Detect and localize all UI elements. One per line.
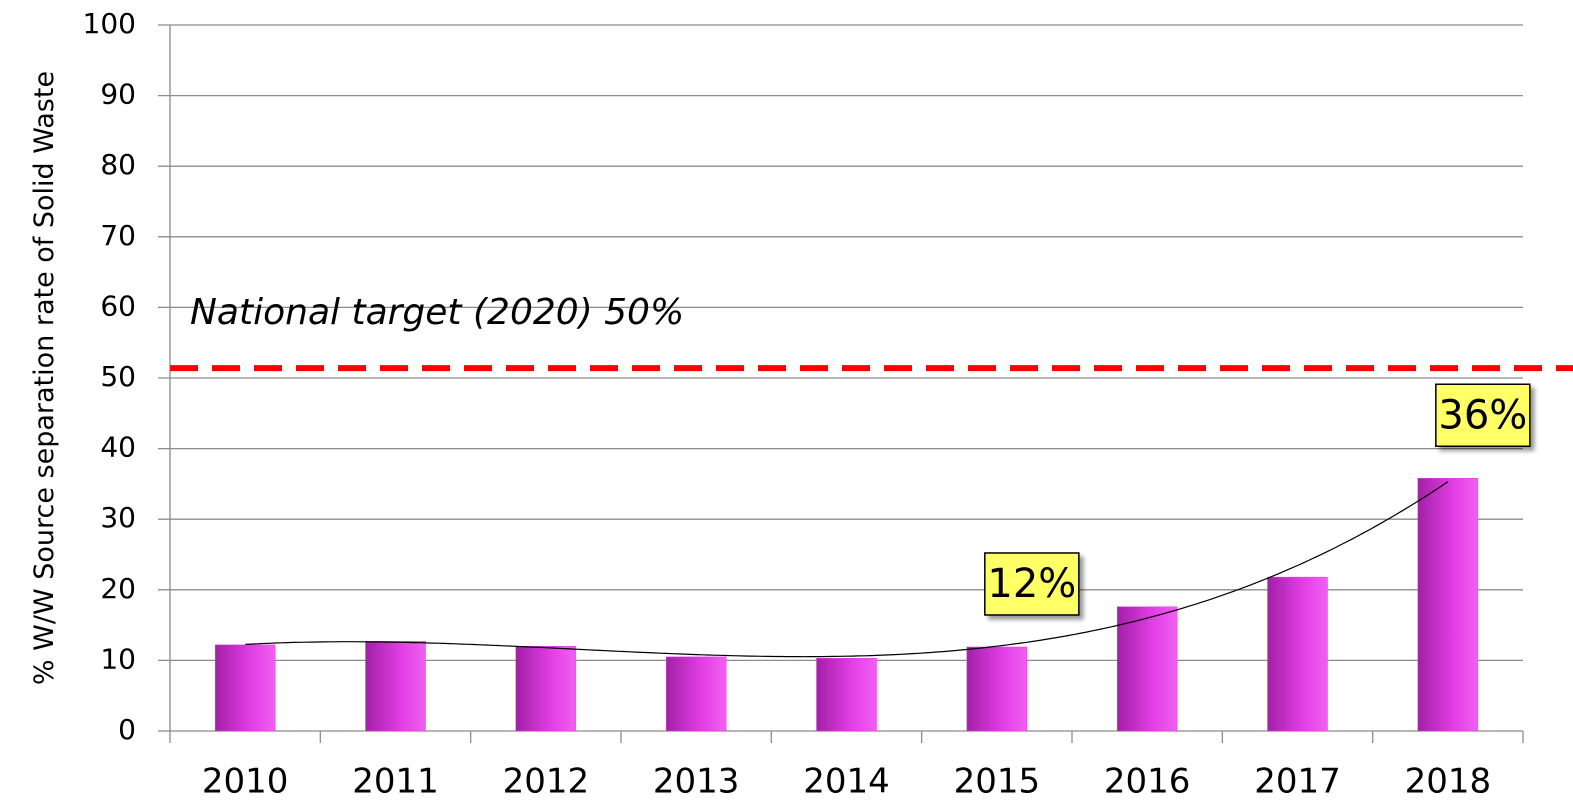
bar [966,646,1028,732]
y-tick-label: 60 [100,289,136,322]
x-tick-label: 2013 [653,762,740,802]
data-label-text: 12% [987,561,1076,607]
x-tick-label: 2012 [503,762,590,802]
data-label-box [1435,383,1531,448]
bar [365,641,426,732]
y-tick-label: 40 [100,431,136,464]
y-tick-label: 30 [100,501,136,534]
x-tick-label: 2014 [803,762,890,802]
x-tick-label: 2018 [1405,762,1492,802]
y-tick-label: 0 [118,713,136,746]
bar [214,644,276,732]
data-label: 36% [1435,383,1531,448]
data-label: 12% [984,552,1080,616]
bar [665,656,727,732]
x-tick-label: 2016 [1104,762,1191,802]
x-tick-label: 2015 [954,762,1041,802]
data-label-text: 36% [1438,392,1527,438]
y-tick-label: 80 [100,148,136,181]
trendline [245,481,1449,658]
y-tick-label: 50 [100,360,136,393]
y-tick-label: 100 [83,7,136,40]
y-tick-label: 20 [100,572,136,605]
data-label-box [984,552,1080,616]
y-axis-title: % W/W Source separation rate of Solid Wa… [29,70,60,686]
y-tick-label: 70 [100,219,136,252]
bar [515,646,577,732]
y-tick-label: 10 [100,642,136,675]
target-label: National target (2020) 50% [190,292,684,333]
bar [1267,576,1328,732]
bar [1417,478,1479,732]
x-tick-label: 2017 [1254,762,1341,802]
y-tick-label: 90 [100,78,136,111]
x-tick-label: 2010 [202,762,289,802]
bar [816,658,877,732]
x-tick-label: 2011 [352,762,439,802]
bar [1116,606,1178,732]
